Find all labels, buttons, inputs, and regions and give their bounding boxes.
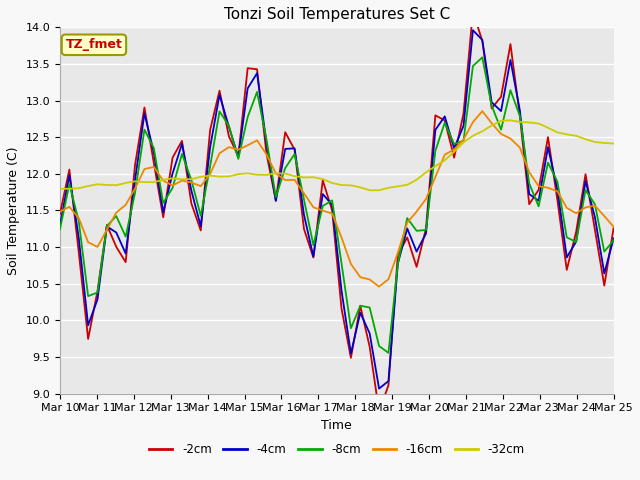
Title: Tonzi Soil Temperatures Set C: Tonzi Soil Temperatures Set C: [224, 7, 450, 22]
Y-axis label: Soil Temperature (C): Soil Temperature (C): [7, 146, 20, 275]
Legend: -2cm, -4cm, -8cm, -16cm, -32cm: -2cm, -4cm, -8cm, -16cm, -32cm: [144, 439, 529, 461]
X-axis label: Time: Time: [321, 419, 352, 432]
Text: TZ_fmet: TZ_fmet: [65, 38, 122, 51]
